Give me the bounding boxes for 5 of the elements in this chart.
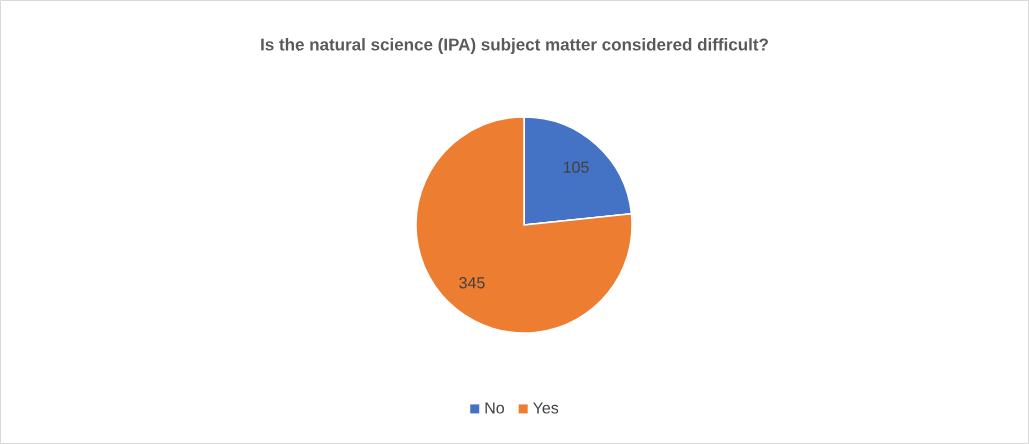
legend-label: No [485, 402, 504, 414]
legend-label: Yes [533, 402, 559, 414]
data-label: 105 [563, 161, 589, 173]
data-label: 345 [459, 277, 485, 289]
chart-title: Is the natural science (IPA) subject matter considered difficult? [261, 38, 768, 54]
